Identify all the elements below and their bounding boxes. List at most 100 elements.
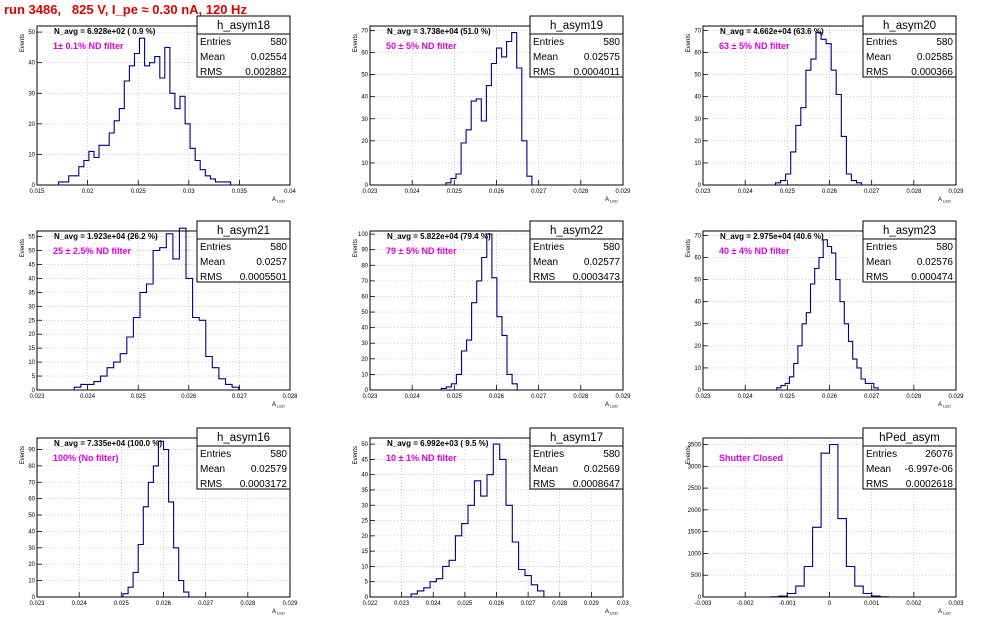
stat-value: 580 — [270, 242, 287, 253]
y-tick-label: 3000 — [688, 464, 702, 470]
histogram-name: h_asym20 — [883, 20, 936, 32]
stat-value: 0.0003473 — [573, 272, 621, 283]
filter-label: Shutter Closed — [719, 453, 783, 463]
x-tick-label: 0.029 — [948, 394, 964, 400]
x-tick-label: 0.029 — [282, 601, 298, 607]
stat-label: Entries — [533, 449, 564, 460]
x-tick-label: 0.035 — [232, 189, 248, 195]
x-tick-label: 0.025 — [131, 189, 147, 195]
y-tick-label: 0 — [365, 595, 369, 601]
x-tick-label: 0 — [828, 601, 832, 607]
y-tick-label: 10 — [694, 366, 701, 372]
y-tick-label: 30 — [361, 341, 368, 347]
y-tick-label: 40 — [28, 276, 35, 282]
y-tick-label: 55 — [28, 235, 35, 241]
x-tick-label: 0.025 — [447, 189, 463, 195]
stat-value: 26076 — [925, 449, 953, 460]
y-tick-label: 15 — [361, 549, 368, 555]
y-tick-label: 0 — [32, 183, 36, 189]
x-axis-title: A LED — [938, 197, 951, 204]
x-tick-label: 0.027 — [198, 601, 214, 607]
x-tick-label: 0.026 — [822, 394, 838, 400]
x-tick-label: 0.023 — [362, 189, 378, 195]
histogram-name: h_asym18 — [217, 20, 270, 32]
stat-value: 0.0004011 — [573, 67, 620, 78]
stat-label: Entries — [200, 37, 231, 48]
filter-label: 50 ± 5% ND filter — [386, 41, 457, 51]
y-tick-label: 0 — [698, 183, 702, 189]
x-tick-label: 0.026 — [822, 189, 838, 195]
x-tick-label: -0.003 — [694, 601, 712, 607]
filter-label: 63 ± 5% ND filter — [719, 41, 790, 51]
x-tick-label: 0.027 — [531, 189, 547, 195]
stat-label: Entries — [866, 37, 897, 48]
x-tick-label: 0.024 — [72, 601, 88, 607]
stat-value: 580 — [936, 37, 953, 48]
x-tick-label: 0.028 — [573, 189, 589, 195]
y-tick-label: 60 — [361, 51, 368, 57]
navg-label: N_avg = 5.822e+04 (79.4 %) — [387, 232, 491, 241]
x-tick-label: 0.028 — [282, 394, 298, 400]
y-tick-label: 0 — [365, 183, 369, 189]
x-tick-label: 0.024 — [738, 189, 754, 195]
y-tick-label: 30 — [28, 91, 35, 97]
y-tick-label: 50 — [694, 73, 701, 79]
y-tick-label: 10 — [361, 372, 368, 378]
y-tick-label: 3500 — [688, 443, 702, 449]
x-tick-label: 0.023 — [29, 394, 45, 400]
histogram-panel: 0.023 0.024 0.025 0.026 0.027 0.028 0.029 0 10 20… — [20, 427, 298, 616]
y-axis-title: Events — [353, 446, 359, 464]
y-tick-label: 10 — [361, 161, 368, 167]
page-title: run 3486, 825 V, I_pe ≈ 0.30 nA, 120 Hz — [4, 2, 247, 17]
y-axis-title: Events — [353, 34, 359, 52]
x-tick-label: 0.024 — [738, 394, 754, 400]
y-tick-label: 40 — [361, 95, 368, 101]
y-tick-label: 0 — [32, 595, 36, 601]
stat-label: Mean — [200, 52, 225, 63]
stat-value: 0.0002618 — [906, 479, 954, 490]
y-tick-label: 90 — [361, 248, 368, 254]
histogram-panel: 0.015 0.02 0.025 0.03 0.035 0.04 0 10 20 30 40 50Ev… — [20, 15, 296, 204]
histogram-name: h_asym21 — [217, 225, 270, 237]
stat-value: 0.000474 — [911, 272, 953, 283]
stat-label: RMS — [200, 272, 223, 283]
stats-box — [196, 445, 291, 490]
y-tick-label: 0 — [365, 388, 369, 394]
stat-label: Mean — [533, 257, 558, 268]
x-tick-label: 0.026 — [489, 189, 505, 195]
y-tick-label: 2000 — [688, 508, 702, 514]
stat-label: Mean — [866, 464, 891, 475]
x-tick-label: -0.001 — [779, 601, 797, 607]
stat-value: 0.0257 — [256, 257, 287, 268]
x-tick-label: 0.029 — [615, 394, 631, 400]
x-tick-label: 0.023 — [695, 394, 711, 400]
stat-value: 580 — [603, 37, 620, 48]
filter-label: 79 ± 5% ND filter — [386, 246, 457, 256]
plot-frame — [36, 25, 291, 186]
stat-value: 0.0003172 — [240, 479, 288, 490]
stat-label: Mean — [866, 257, 891, 268]
y-tick-label: 50 — [28, 513, 35, 519]
stat-value: -6.997e-06 — [905, 464, 954, 475]
y-tick-label: 45 — [28, 262, 35, 268]
y-tick-label: 30 — [361, 117, 368, 123]
x-tick-label: 0.027 — [864, 394, 880, 400]
y-tick-label: 40 — [28, 529, 35, 535]
y-tick-label: 50 — [361, 310, 368, 316]
x-axis-title: A LED — [605, 402, 618, 409]
histogram-line — [776, 239, 879, 390]
y-tick-label: 35 — [28, 290, 35, 296]
histogram-name: h_asym19 — [550, 20, 603, 32]
stats-box — [862, 33, 957, 78]
y-tick-label: 5 — [365, 580, 369, 586]
y-axis-title: Events — [686, 34, 692, 52]
x-tick-label: 0.024 — [80, 394, 96, 400]
y-tick-label: 0 — [32, 388, 36, 394]
stat-label: RMS — [866, 479, 889, 490]
y-tick-label: 60 — [28, 497, 35, 503]
stat-label: Mean — [533, 52, 558, 63]
x-axis-title: A LED — [272, 197, 285, 204]
y-axis-title: Events — [686, 239, 692, 257]
stat-value: 580 — [270, 37, 287, 48]
y-tick-label: 40 — [28, 61, 35, 67]
